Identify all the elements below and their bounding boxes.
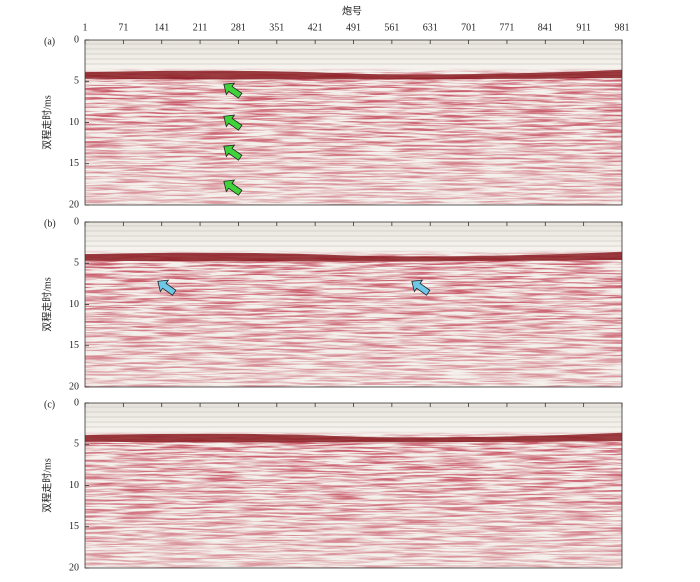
arrow bbox=[223, 114, 243, 131]
y-tick-label: 10 bbox=[69, 299, 79, 310]
y-tick-label: 20 bbox=[69, 381, 79, 392]
x-tick-label: 911 bbox=[576, 22, 591, 33]
x-tick-label: 841 bbox=[538, 22, 553, 33]
y-axis-label: 双程走时/ms bbox=[41, 277, 53, 332]
x-tick-label: 421 bbox=[308, 22, 323, 33]
x-tick-label: 71 bbox=[118, 22, 128, 33]
arrow-shape bbox=[223, 144, 243, 161]
y-tick-label: 5 bbox=[74, 439, 79, 450]
x-tick-label: 141 bbox=[154, 22, 169, 33]
y-tick-label: 0 bbox=[74, 216, 79, 227]
seismic-texture bbox=[85, 222, 622, 387]
y-tick-label: 5 bbox=[74, 76, 79, 87]
y-axis-label: 双程走时/ms bbox=[41, 458, 53, 513]
y-tick-label: 10 bbox=[69, 117, 79, 128]
x-tick-label: 1 bbox=[83, 22, 88, 33]
panel-label: (b) bbox=[44, 218, 56, 229]
y-tick-label: 10 bbox=[69, 480, 79, 491]
x-tick-label: 491 bbox=[346, 22, 361, 33]
x-tick-label: 351 bbox=[269, 22, 284, 33]
x-tick-label: 561 bbox=[384, 22, 399, 33]
arrow-shape bbox=[157, 279, 177, 296]
y-tick-label: 5 bbox=[74, 258, 79, 269]
arrow bbox=[223, 179, 243, 196]
arrow bbox=[223, 144, 243, 161]
x-tick-label: 631 bbox=[423, 22, 438, 33]
panel-label: (c) bbox=[44, 399, 55, 410]
y-tick-label: 20 bbox=[69, 562, 79, 573]
y-tick-label: 15 bbox=[69, 340, 79, 351]
x-axis-label: 炮号 bbox=[342, 4, 362, 17]
arrow-shape bbox=[223, 179, 243, 196]
y-axis-label: 双程走时/ms bbox=[41, 95, 53, 150]
arrow bbox=[411, 279, 431, 296]
seismic-texture bbox=[85, 403, 622, 568]
y-tick-label: 0 bbox=[74, 34, 79, 45]
x-tick-label: 771 bbox=[499, 22, 514, 33]
y-tick-label: 15 bbox=[69, 521, 79, 532]
x-tick-label: 281 bbox=[231, 22, 246, 33]
seabed-reflector bbox=[85, 251, 622, 262]
arrow-shape bbox=[411, 279, 431, 296]
arrow bbox=[223, 82, 243, 99]
seabed-reflector bbox=[85, 69, 622, 80]
y-tick-label: 20 bbox=[69, 199, 79, 210]
y-tick-label: 0 bbox=[74, 397, 79, 408]
x-tick-label: 981 bbox=[615, 22, 630, 33]
x-tick-label: 701 bbox=[461, 22, 476, 33]
seabed-reflector bbox=[85, 432, 622, 443]
panel-label: (a) bbox=[44, 36, 55, 47]
arrow bbox=[157, 279, 177, 296]
arrow-shape bbox=[223, 82, 243, 99]
x-tick-label: 211 bbox=[193, 22, 208, 33]
y-tick-label: 15 bbox=[69, 158, 79, 169]
seismic-texture bbox=[85, 40, 622, 205]
arrow-shape bbox=[223, 114, 243, 131]
